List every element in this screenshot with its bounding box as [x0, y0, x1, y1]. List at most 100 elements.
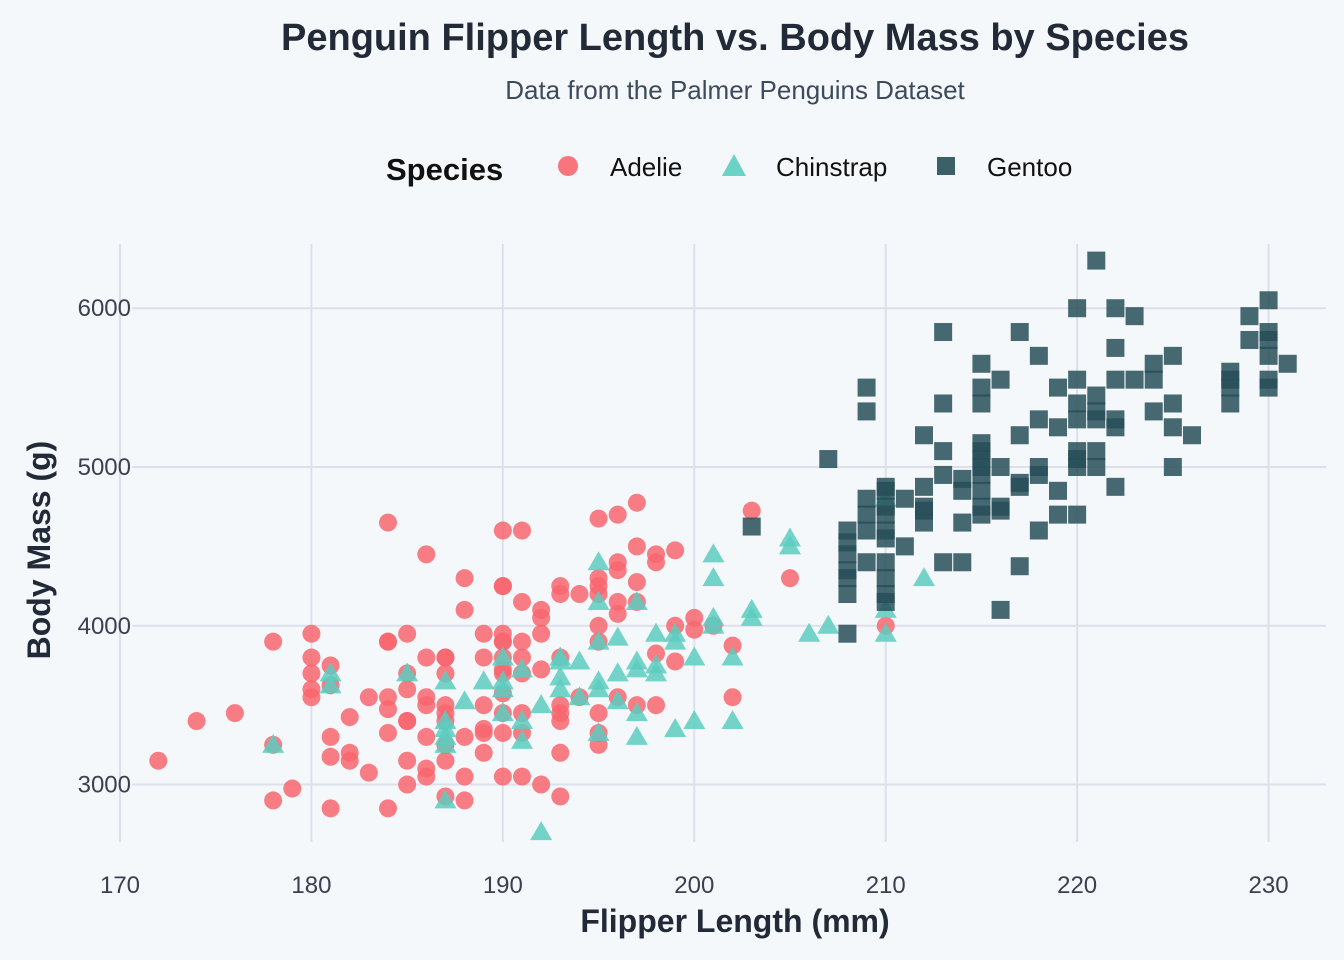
gentoo-point	[1163, 418, 1182, 437]
gentoo-point	[972, 505, 991, 524]
chinstrap-point	[587, 590, 610, 610]
adelie-point	[627, 537, 646, 556]
gentoo-point	[915, 513, 933, 532]
gentoo-point	[991, 600, 1010, 619]
adelie-point	[225, 704, 244, 723]
gentoo-point	[1144, 354, 1163, 373]
chinstrap-point	[645, 662, 667, 682]
gentoo-point	[1010, 426, 1029, 445]
gentoo-point	[1163, 394, 1182, 413]
x-tick-label: 170	[100, 872, 140, 899]
chinstrap-point	[491, 702, 514, 722]
adelie-point	[417, 767, 436, 786]
gentoo-point	[895, 537, 914, 556]
gentoo-point	[972, 394, 991, 413]
gentoo-point	[934, 323, 953, 342]
chinstrap-point	[511, 729, 533, 749]
adelie-point	[589, 616, 608, 635]
y-tick-label: 3000	[78, 772, 131, 799]
adelie-point	[302, 688, 321, 707]
adelie-point	[379, 799, 397, 818]
gentoo-point	[876, 481, 895, 500]
adelie-point	[417, 648, 436, 667]
adelie-point	[283, 779, 302, 798]
gentoo-point	[1068, 457, 1087, 476]
x-tick-label: 190	[483, 872, 523, 899]
adelie-point	[379, 513, 397, 532]
gentoo-point	[876, 569, 895, 588]
adelie-point	[647, 553, 665, 572]
adelie-point	[398, 751, 417, 770]
x-tick-label: 220	[1057, 872, 1097, 899]
gentoo-point	[915, 477, 933, 496]
chinstrap-point	[683, 646, 706, 666]
gentoo-point	[934, 465, 953, 484]
adelie-point	[551, 743, 570, 762]
adelie-point	[570, 585, 589, 604]
adelie-point	[398, 712, 417, 731]
adelie-point	[493, 723, 512, 742]
adelie-point	[474, 696, 493, 715]
adelie-point	[685, 620, 704, 639]
chinstrap-point	[702, 543, 725, 563]
adelie-point	[493, 632, 512, 651]
gentoo-point	[1106, 338, 1125, 357]
adelie-point	[379, 700, 397, 719]
gentoo-point	[1163, 457, 1182, 476]
adelie-point	[532, 624, 551, 643]
adelie-point	[493, 521, 512, 540]
grid	[119, 244, 1326, 842]
legend-marker-adelie	[558, 156, 578, 176]
chinstrap-point	[625, 658, 648, 678]
series-gentoo	[742, 251, 1297, 643]
gentoo-point	[1029, 410, 1048, 429]
gentoo-point	[1259, 330, 1278, 349]
gentoo-point	[838, 545, 857, 564]
gentoo-point	[1259, 291, 1278, 310]
chinstrap-point	[587, 678, 610, 698]
y-tick-label: 4000	[78, 613, 131, 640]
adelie-point	[513, 592, 531, 611]
series-chinstrap	[262, 487, 935, 841]
gentoo-point	[953, 513, 972, 532]
chinstrap-point	[491, 678, 514, 698]
x-tick-label: 180	[291, 872, 331, 899]
adelie-point	[666, 541, 685, 560]
legend-label-chinstrap: Chinstrap	[776, 152, 887, 182]
gentoo-point	[1125, 370, 1144, 389]
chinstrap-point	[606, 690, 629, 710]
gentoo-point	[991, 501, 1010, 520]
chinstrap-point	[587, 721, 610, 741]
gentoo-point	[1010, 323, 1029, 342]
adelie-point	[589, 509, 608, 528]
adelie-point	[723, 636, 742, 655]
gentoo-point	[1221, 394, 1240, 413]
adelie-point	[455, 569, 474, 588]
legend-label-adelie: Adelie	[610, 152, 682, 182]
adelie-point	[455, 600, 474, 619]
chinstrap-point	[549, 650, 572, 670]
chinstrap-point	[721, 646, 744, 666]
gentoo-point	[934, 394, 953, 413]
gentoo-point	[1106, 477, 1125, 496]
gentoo-point	[857, 505, 876, 524]
adelie-point	[647, 644, 665, 663]
adelie-point	[513, 521, 531, 540]
gentoo-point	[1259, 378, 1278, 397]
gentoo-point	[1049, 481, 1067, 500]
gentoo-point	[991, 370, 1010, 389]
chinstrap-point	[530, 694, 553, 714]
adelie-point	[608, 561, 627, 580]
chinstrap-point	[319, 662, 342, 682]
adelie-point	[302, 624, 321, 643]
gentoo-point	[1125, 307, 1144, 326]
legend-title: Species	[386, 152, 503, 187]
chinstrap-point	[434, 670, 457, 690]
chinstrap-point	[664, 630, 687, 650]
gentoo-point	[1010, 477, 1029, 496]
gentoo-point	[876, 505, 895, 524]
gentoo-point	[953, 481, 972, 500]
adelie-point	[417, 545, 436, 564]
gentoo-point	[1259, 346, 1278, 365]
legend-label-gentoo: Gentoo	[987, 152, 1072, 182]
